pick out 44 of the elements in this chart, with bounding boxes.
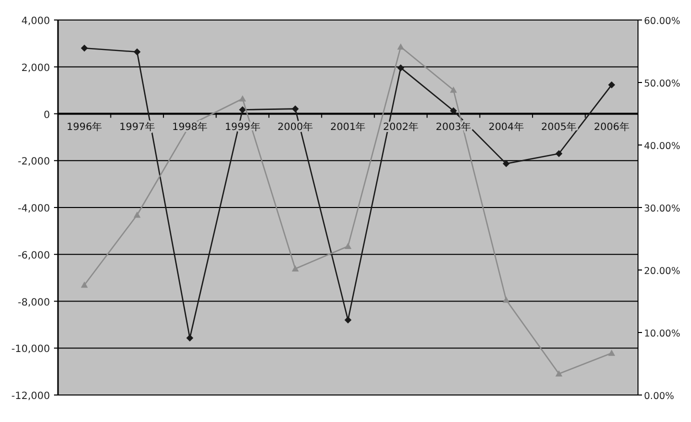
x-tick-label: 2003年 xyxy=(436,120,472,133)
y2-tick-label: 20.00% xyxy=(644,266,680,277)
point xyxy=(450,107,457,114)
y-tick-label: -8,000 xyxy=(18,297,50,308)
x-tick-label: 2005年 xyxy=(541,120,577,133)
x-tick-label: 2004年 xyxy=(488,120,524,133)
y-tick-label: 2,000 xyxy=(21,62,50,74)
y-tick-label: -12,000 xyxy=(11,391,50,402)
point xyxy=(344,242,352,250)
y2-tick-label: 0.00% xyxy=(644,391,674,402)
y2-tick-label: 50.00% xyxy=(644,78,680,90)
x-tick-label: 1996年 xyxy=(66,120,102,133)
point xyxy=(608,350,616,356)
point xyxy=(134,212,141,218)
y2-tick-label: 60.00% xyxy=(644,16,680,27)
point xyxy=(134,48,141,56)
y-tick-label: 4,000 xyxy=(21,16,50,27)
point xyxy=(186,334,194,342)
point xyxy=(239,95,246,102)
y2-tick-label: 40.00% xyxy=(644,141,680,152)
point xyxy=(502,296,510,303)
y-tick-label: -6,000 xyxy=(18,250,50,262)
y2-tick-label: 30.00% xyxy=(644,204,680,214)
point xyxy=(344,316,352,324)
point xyxy=(80,44,88,52)
point xyxy=(555,150,562,158)
x-tick-label: 1998年 xyxy=(172,120,208,133)
point xyxy=(292,105,299,112)
y2-tick-label: 10.00% xyxy=(644,328,680,340)
x-tick-label: 2001年 xyxy=(330,120,366,133)
y-tick-label: -4,000 xyxy=(18,204,50,214)
point xyxy=(239,106,246,114)
point xyxy=(397,43,404,50)
point xyxy=(450,86,457,93)
x-tick-label: 2006年 xyxy=(594,120,630,133)
point xyxy=(397,64,404,72)
y-tick-label: -10,000 xyxy=(11,344,50,356)
y-tick-label: 0 xyxy=(44,110,50,121)
point xyxy=(608,81,616,88)
point xyxy=(292,265,299,272)
point xyxy=(80,282,88,288)
point xyxy=(555,370,562,377)
y-tick-label: -2,000 xyxy=(18,156,50,168)
point xyxy=(502,160,510,168)
